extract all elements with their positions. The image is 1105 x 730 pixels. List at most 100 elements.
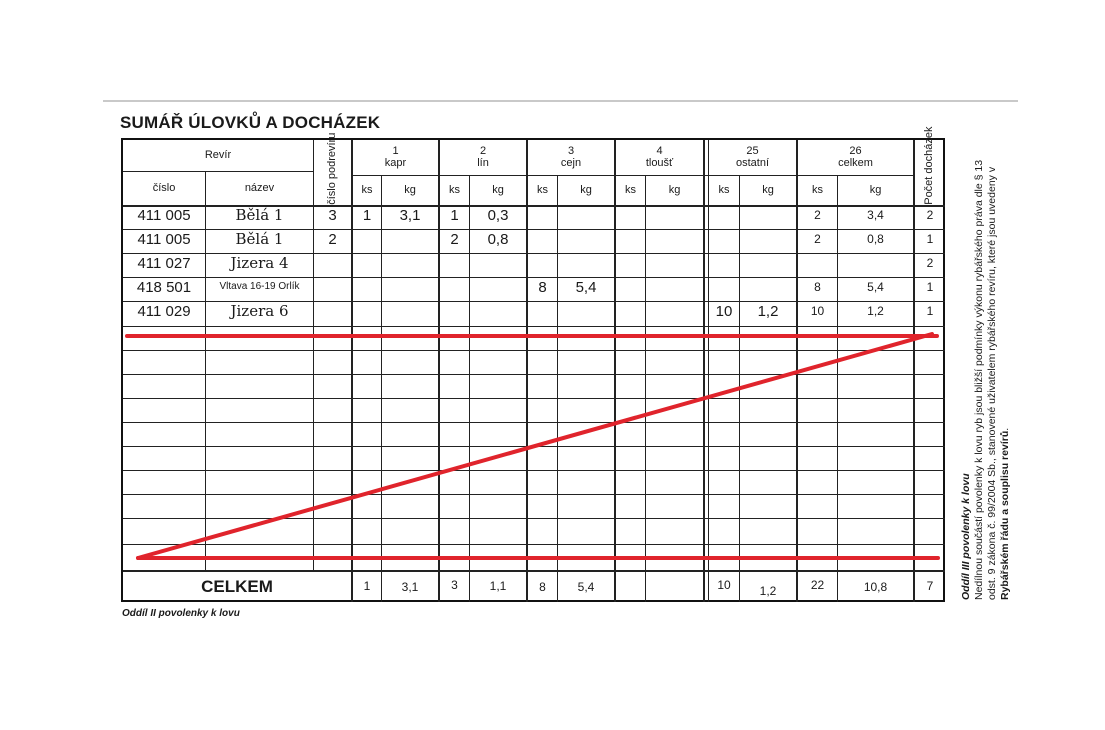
species-name: ostatní bbox=[735, 156, 770, 169]
page-title: SUMÁŘ ÚLOVKŮ A DOCHÁZEK bbox=[120, 113, 381, 132]
cell-cel-kg: 1,2 bbox=[867, 304, 884, 319]
row-divider bbox=[123, 350, 945, 351]
cell-pod: 2 bbox=[328, 230, 337, 248]
cell-lin-kg: 0,3 bbox=[487, 206, 509, 224]
cell-doch: 2 bbox=[926, 208, 934, 223]
total-ostatni-kg: 1,2 bbox=[759, 583, 777, 598]
header-species-kapr: 1 kapr bbox=[353, 140, 438, 175]
col-divider bbox=[557, 176, 558, 602]
cell-cislo: 411 027 bbox=[137, 254, 191, 272]
row-divider bbox=[123, 518, 945, 519]
species-name: tloušť bbox=[645, 156, 674, 169]
top-rule bbox=[103, 100, 1018, 102]
cell-nazev: Vltava 16-19 Orlík bbox=[219, 281, 300, 293]
footer-section-label: Oddíl II povolenky k lovu bbox=[122, 608, 240, 619]
side-note-text-end: . bbox=[999, 427, 1012, 431]
totals-label: CELKEM bbox=[201, 577, 273, 597]
cell-cejn-ks: 8 bbox=[538, 278, 547, 296]
header-cislo: číslo bbox=[152, 181, 176, 194]
cancellation-strokes bbox=[125, 332, 940, 560]
header-species-cejn: 3 cejn bbox=[528, 140, 614, 175]
species-code: 3 bbox=[567, 144, 575, 157]
cell-doch: 2 bbox=[926, 256, 934, 271]
row-divider bbox=[123, 229, 945, 230]
cell-cislo: 411 005 bbox=[137, 230, 191, 248]
col-divider bbox=[526, 140, 528, 602]
species-code: 1 bbox=[392, 144, 399, 157]
header-kg: kg bbox=[492, 183, 504, 196]
total-celkem-kg: 10,8 bbox=[863, 579, 888, 594]
header-species-celkem: 26 celkem bbox=[798, 140, 913, 175]
cell-cislo: 411 029 bbox=[137, 302, 191, 320]
summary-table: Revír číslo název číslo podrevíru 1 kapr … bbox=[121, 126, 945, 602]
row-divider bbox=[123, 422, 945, 423]
header-ks: ks bbox=[537, 183, 548, 196]
col-divider bbox=[703, 140, 705, 602]
header-ks: ks bbox=[812, 183, 823, 196]
species-name: kapr bbox=[384, 156, 407, 169]
row-divider bbox=[123, 301, 945, 302]
row-divider bbox=[123, 494, 945, 495]
total-celkem-ks: 22 bbox=[810, 577, 825, 592]
species-code: 26 bbox=[849, 144, 862, 157]
row-divider bbox=[351, 175, 913, 176]
side-note: Oddíl III povolenky k lovu Nedílnou souč… bbox=[960, 140, 1032, 600]
cell-cel-ks: 2 bbox=[814, 232, 821, 247]
header-nazev: název bbox=[244, 181, 275, 194]
header-ks: ks bbox=[449, 183, 460, 196]
col-divider bbox=[205, 172, 206, 570]
header-kg: kg bbox=[762, 183, 774, 196]
cell-cel-kg: 3,4 bbox=[867, 208, 884, 223]
header-kg: kg bbox=[404, 183, 416, 196]
col-divider bbox=[438, 140, 440, 602]
side-note-text: Nedílnou součástí povolenky k lovu ryb j… bbox=[973, 140, 1012, 600]
total-lin-kg: 1,1 bbox=[489, 578, 507, 593]
header-kg: kg bbox=[869, 183, 882, 196]
col-divider bbox=[469, 176, 470, 602]
cell-kapr-kg: 3,1 bbox=[399, 206, 421, 224]
row-divider bbox=[123, 326, 945, 327]
cancel-diagonal-line bbox=[136, 332, 934, 560]
header-species-tloust: 4 tloušť bbox=[616, 140, 703, 175]
col-divider bbox=[313, 140, 314, 570]
cell-nazev: Jizera 4 bbox=[230, 253, 289, 272]
col-divider bbox=[645, 176, 646, 602]
header-species-ostatni: 25 ostatní bbox=[709, 140, 796, 175]
total-divider bbox=[123, 570, 945, 572]
header-ks: ks bbox=[361, 183, 373, 196]
row-divider bbox=[123, 398, 945, 399]
cell-ost-ks: 10 bbox=[715, 302, 733, 320]
header-kg: kg bbox=[668, 183, 681, 196]
total-kapr-kg: 3,1 bbox=[401, 579, 419, 594]
row-divider bbox=[123, 205, 945, 207]
header-ks: ks bbox=[718, 183, 730, 196]
header-revir: Revír bbox=[204, 148, 232, 161]
col-divider bbox=[708, 140, 709, 602]
species-name: celkem bbox=[838, 156, 873, 169]
header-kg: kg bbox=[580, 183, 592, 196]
cell-cel-kg: 0,8 bbox=[867, 232, 884, 247]
col-divider bbox=[913, 140, 915, 602]
cell-doch: 1 bbox=[926, 232, 934, 247]
row-divider bbox=[123, 374, 945, 375]
cell-cislo: 411 005 bbox=[137, 206, 191, 224]
total-ostatni-ks: 10 bbox=[717, 577, 731, 592]
cell-doch: 1 bbox=[926, 304, 934, 319]
side-note-text-part: Nedílnou součástí povolenky k lovu ryb j… bbox=[973, 159, 999, 600]
cell-cel-ks: 2 bbox=[814, 208, 821, 223]
cell-ost-kg: 1,2 bbox=[757, 302, 779, 320]
species-code: 4 bbox=[656, 144, 663, 157]
cell-cejn-kg: 5,4 bbox=[575, 278, 597, 296]
cell-nazev: Bělá 1 bbox=[235, 205, 284, 224]
cell-pod: 3 bbox=[328, 206, 337, 224]
row-divider bbox=[123, 277, 945, 278]
row-divider bbox=[123, 253, 945, 254]
col-divider bbox=[614, 140, 616, 602]
cell-doch: 1 bbox=[926, 280, 934, 295]
cell-lin-kg: 0,8 bbox=[487, 230, 509, 248]
total-lin-ks: 3 bbox=[451, 577, 458, 592]
cell-nazev: Jizera 6 bbox=[230, 301, 289, 320]
total-kapr-ks: 1 bbox=[363, 578, 371, 593]
row-divider bbox=[123, 171, 313, 172]
